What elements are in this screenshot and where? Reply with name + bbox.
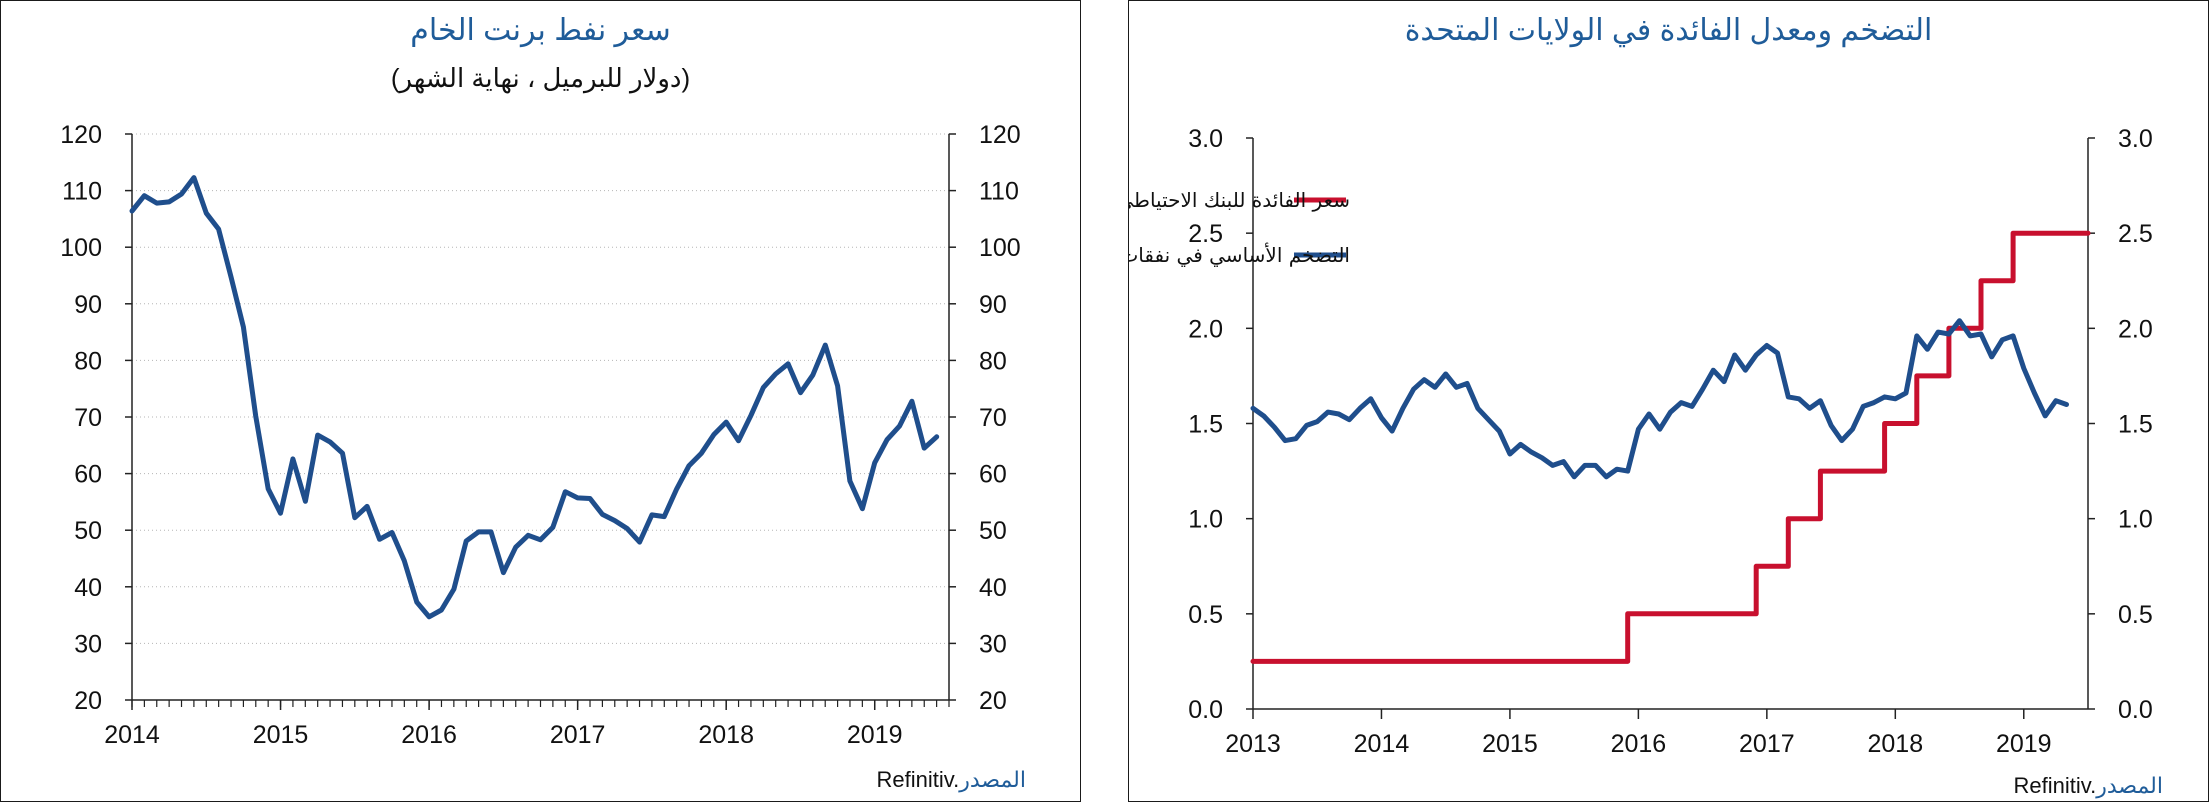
y-tick-label-right: 0.5 [2118,601,2153,629]
brent-oil-plot: 20 20 30 30 40 40 50 50 60 60 70 70 80 80 90 90 100 100 11… [60,121,1021,749]
series-line [1250,318,2069,480]
series-line [1250,230,2091,664]
chart-title: التضخم ومعدل الفائدة في الولايات المتحدة [1404,14,1933,47]
y-tick-label-right: 80 [979,347,1007,375]
y-tick-label-left: 80 [74,347,102,375]
y-tick-label-left: 40 [74,574,102,602]
y-tick-label-right: 70 [979,404,1007,432]
y-tick-label-left: 1.0 [1188,506,1223,534]
legend-label: التضخم الأساسي في نفقات الاستهلاك الشخصي… [1129,242,1350,268]
x-tick-label: 2014 [1354,730,1410,758]
y-tick-label-right: 90 [979,291,1007,319]
y-tick-label-right: 2.0 [2118,315,2153,343]
y-tick-label-right: 100 [979,234,1021,262]
source-text: Refinitiv. [876,767,960,792]
x-tick-label: 2013 [1225,730,1281,758]
source-text: Refinitiv. [2013,773,2097,798]
y-tick-label-left: 60 [74,461,102,489]
y-tick-label-left: 2.5 [1188,220,1223,248]
brent-oil-chart-panel: سعر نفط برنت الخام (دولار للبرميل ، نهاي… [0,0,1081,802]
y-tick-label-left: 20 [74,687,102,715]
y-tick-label-left: 3.0 [1188,125,1223,153]
y-tick-label-right: 110 [979,178,1019,206]
x-tick-label: 2015 [253,721,309,749]
x-tick-label: 2018 [1867,730,1923,758]
inflation-rate-plot: 0.0 0.0 0.5 0.5 1.0 1.0 1.5 1.5 2.0 2.0 2.5 2.5 3.0 3… [1129,125,2153,758]
y-tick-label-right: 60 [979,461,1007,489]
y-tick-label-left: 90 [74,291,102,319]
y-tick-label-left: 30 [74,630,102,658]
y-tick-label-right: 20 [979,687,1007,715]
y-tick-label-right: 1.0 [2118,506,2153,534]
y-tick-label-left: 0.0 [1188,696,1223,724]
legend-label: سعر الفائدة للبنك الاحتياطي الفيدرالي (٪… [1129,188,1350,213]
chart-source: Refinitiv.المصدر [876,767,1026,793]
y-tick-label-left: 100 [60,234,102,262]
x-tick-label: 2017 [1739,730,1795,758]
x-tick-label: 2018 [698,721,754,749]
us-inflation-rate-chart-panel: التضخم ومعدل الفائدة في الولايات المتحدة… [1128,0,2209,802]
y-tick-label-right: 40 [979,574,1007,602]
y-tick-label-right: 2.5 [2118,220,2153,248]
x-tick-label: 2015 [1482,730,1538,758]
chart-subtitle: (دولار للبرميل ، نهاية الشهر) [390,63,691,93]
y-tick-label-left: 70 [74,404,102,432]
y-tick-label-left: 110 [62,178,102,206]
x-tick-label: 2017 [550,721,606,749]
x-tick-label: 2019 [847,721,903,749]
y-tick-label-right: 50 [979,517,1007,545]
y-tick-label-left: 2.0 [1188,315,1223,343]
y-tick-label-right: 3.0 [2118,125,2153,153]
series-line [129,175,940,620]
source-label: المصدر [2096,773,2163,798]
y-tick-label-left: 120 [60,121,102,149]
y-tick-label-left: 50 [74,517,102,545]
y-tick-label-left: 1.5 [1188,411,1223,439]
y-tick-label-left: 0.5 [1188,601,1223,629]
x-tick-label: 2014 [104,721,160,749]
y-tick-label-right: 0.0 [2118,696,2153,724]
source-label: المصدر [959,767,1026,792]
y-tick-label-right: 30 [979,630,1007,658]
y-tick-label-right: 120 [979,121,1021,149]
chart-title: سعر نفط برنت الخام [410,14,671,47]
x-tick-label: 2019 [1996,730,2052,758]
chart-source: Refinitiv.المصدر [2013,773,2163,799]
x-tick-label: 2016 [1611,730,1667,758]
x-tick-label: 2016 [401,721,457,749]
y-tick-label-right: 1.5 [2118,411,2153,439]
